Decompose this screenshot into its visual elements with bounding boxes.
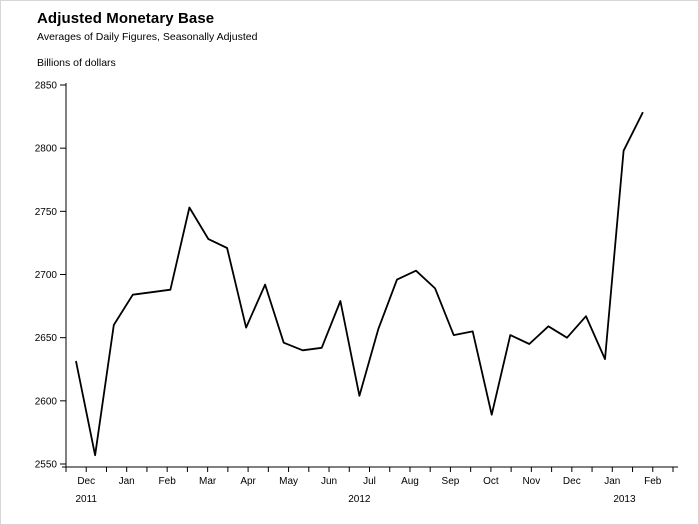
- x-axis-month-label: Jul: [363, 476, 376, 487]
- x-axis-month-label: Mar: [199, 476, 217, 487]
- y-axis-tick-label: 2550: [35, 460, 58, 471]
- y-axis-tick-label: 2700: [35, 270, 58, 281]
- x-axis-month-label: Nov: [522, 476, 540, 487]
- y-axis-tick-label: 2850: [35, 81, 58, 92]
- x-axis-month-label: Aug: [401, 476, 419, 487]
- y-axis-tick-label: 2800: [35, 144, 58, 155]
- x-axis-month-label: Dec: [563, 476, 581, 487]
- x-axis-month-label: Feb: [159, 476, 177, 487]
- x-axis-month-label: Oct: [483, 476, 499, 487]
- x-axis-month-label: Feb: [644, 476, 662, 487]
- y-axis-unit-label: Billions of dollars: [37, 57, 116, 69]
- x-axis-month-label: Jan: [604, 476, 620, 487]
- x-axis-year-label: 2013: [613, 494, 636, 505]
- y-axis-tick-label: 2600: [35, 396, 58, 407]
- y-axis-tick-label: 2750: [35, 207, 58, 218]
- x-axis-month-label: Sep: [442, 476, 460, 487]
- chart-title: Adjusted Monetary Base: [37, 10, 215, 27]
- x-axis-month-label: Jan: [119, 476, 135, 487]
- x-axis-month-label: Apr: [240, 476, 256, 487]
- monetary-base-series-line: [75, 111, 644, 457]
- x-axis-year-label: 2011: [75, 494, 97, 505]
- x-axis-month-label: May: [279, 476, 298, 487]
- chart-subtitle: Averages of Daily Figures, Seasonally Ad…: [37, 31, 258, 43]
- x-axis-month-label: Jun: [321, 476, 337, 487]
- y-axis-tick-label: 2650: [35, 333, 58, 344]
- x-axis-year-label: 2012: [348, 494, 371, 505]
- x-axis-month-label: Dec: [77, 476, 95, 487]
